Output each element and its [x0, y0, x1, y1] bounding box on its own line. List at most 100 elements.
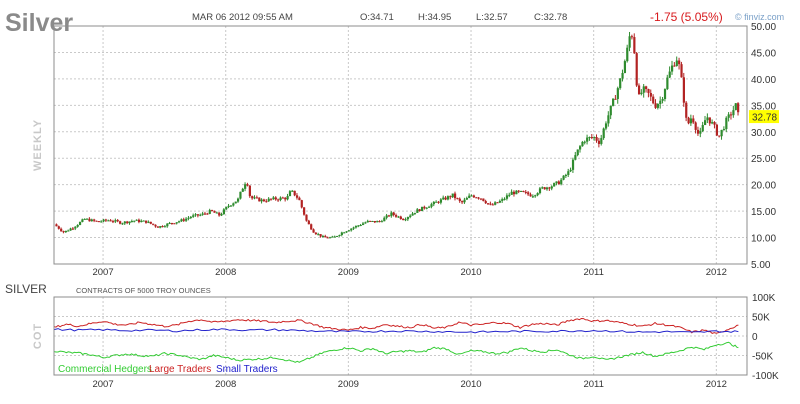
candle-body: [357, 225, 360, 227]
candle-body: [248, 185, 251, 197]
candle-body: [612, 98, 615, 106]
candle-body: [668, 71, 671, 78]
candle-body: [482, 198, 485, 202]
candle-body: [409, 215, 412, 218]
candle-body: [430, 204, 433, 207]
candle-body: [62, 231, 65, 233]
price-x-tick: 2007: [92, 267, 113, 278]
candle-body: [395, 215, 398, 217]
candle-body: [600, 138, 603, 144]
candle-body: [102, 219, 105, 222]
candle-body: [475, 197, 478, 199]
candle-body: [88, 218, 91, 222]
cot-x-tick: 2008: [215, 379, 236, 390]
candle-body: [364, 222, 367, 224]
candle-body: [588, 137, 591, 139]
candle-body: [562, 175, 565, 180]
brand-label: © finviz.com: [735, 12, 784, 22]
candle-body: [392, 212, 395, 216]
candle-body: [239, 191, 242, 199]
candle-body: [288, 191, 292, 197]
candle-body: [597, 140, 601, 144]
candle-body: [303, 207, 306, 215]
candle-body: [553, 183, 556, 187]
price-y-tick: 40.00: [751, 75, 776, 86]
price-y-tick: 30.00: [751, 128, 776, 139]
price-y-tick: 25.00: [751, 154, 776, 165]
large-traders-line: [53, 317, 739, 334]
candle-body: [661, 99, 664, 101]
candle-body: [404, 219, 407, 221]
candle-body: [317, 234, 320, 236]
cot-y-tick: 0: [752, 332, 758, 343]
candle-body: [432, 201, 435, 205]
candle-body: [701, 125, 704, 132]
candle-body: [265, 201, 268, 203]
candle-body: [229, 205, 233, 207]
candle-body: [411, 213, 414, 216]
candle-body: [524, 191, 527, 193]
candle-body: [531, 196, 535, 198]
candle-body: [508, 194, 511, 196]
candle-body: [81, 219, 84, 222]
candle-body: [270, 198, 273, 200]
legend-small-traders: Small Traders: [216, 364, 278, 375]
candle-body: [397, 216, 400, 218]
candle-body: [208, 210, 211, 214]
candle-body: [206, 213, 209, 215]
candle-body: [213, 211, 216, 213]
candle-body: [314, 232, 318, 235]
candle-body: [654, 103, 657, 108]
candle-body: [343, 232, 346, 234]
candle-body: [649, 92, 652, 97]
candle-body: [55, 224, 58, 227]
price-x-tick: 2008: [215, 267, 236, 278]
candle-body: [520, 190, 523, 192]
candle-body: [418, 209, 421, 212]
candle-body: [529, 194, 532, 197]
candle-body: [168, 222, 171, 224]
price-x-tick: 2011: [583, 267, 603, 278]
candle-body: [470, 195, 473, 197]
candle-body: [142, 220, 145, 222]
candle-body: [390, 212, 393, 217]
candle-body: [413, 212, 417, 214]
candle-body: [236, 198, 240, 202]
legend-commercial-hedgers: Commercial Hedgers: [58, 364, 152, 375]
candle-body: [468, 195, 471, 198]
candle-body: [479, 198, 483, 200]
candle-body: [720, 129, 723, 137]
candle-body: [109, 220, 112, 222]
candle-body: [680, 64, 683, 78]
candle-body: [380, 221, 384, 223]
candle-body: [718, 135, 721, 137]
candle-body: [692, 118, 695, 123]
candle-body: [328, 237, 332, 239]
candle-body: [260, 199, 263, 202]
candle-body: [505, 195, 509, 199]
candle-body: [616, 88, 619, 99]
candle-body: [607, 115, 610, 124]
candle-body: [345, 231, 348, 233]
candle-body: [699, 131, 702, 134]
candle-body: [135, 219, 138, 221]
price-x-tick: 2009: [338, 267, 359, 278]
candle-body: [614, 98, 617, 100]
candle-body: [673, 65, 676, 67]
candle-body: [86, 218, 89, 220]
candle-body: [498, 200, 502, 203]
candle-body: [444, 197, 447, 200]
candle-body: [628, 36, 631, 48]
candle-body: [258, 197, 261, 202]
candle-body: [425, 207, 428, 209]
candle-body: [130, 221, 134, 223]
candle-body: [293, 190, 296, 196]
candle-body: [630, 36, 634, 38]
candle-body: [95, 220, 98, 222]
candle-body: [251, 196, 254, 199]
candle-body: [361, 223, 365, 225]
candle-body: [373, 220, 376, 223]
candle-body: [437, 201, 440, 203]
candle-body: [57, 226, 60, 229]
candle-body: [576, 149, 579, 156]
